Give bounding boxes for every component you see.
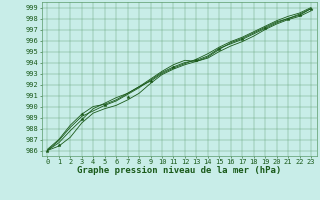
X-axis label: Graphe pression niveau de la mer (hPa): Graphe pression niveau de la mer (hPa) [77,166,281,175]
